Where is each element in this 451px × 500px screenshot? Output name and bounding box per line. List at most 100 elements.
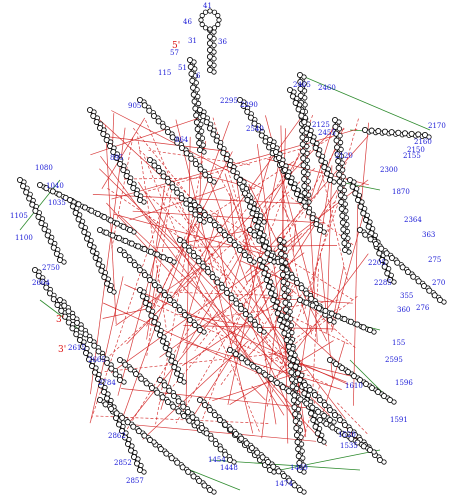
nucleotide-marker (292, 352, 298, 358)
nucleotide-marker (296, 366, 303, 372)
nucleotide-marker (351, 179, 357, 185)
nucleotide-marker (341, 181, 347, 187)
nucleotide-marker (231, 459, 237, 465)
tertiary-interaction-line (182, 228, 255, 244)
nucleotide-marker (285, 288, 291, 294)
nucleotide-marker (297, 427, 303, 433)
nucleotide-marker (202, 9, 209, 15)
nucleotide-marker (297, 420, 303, 426)
nucleotide-marker (303, 136, 310, 143)
tertiary-interaction-line (147, 300, 333, 387)
nucleotide-marker (386, 266, 392, 272)
nucleotide-marker (192, 66, 198, 72)
nucleotide-marker (367, 219, 373, 225)
position-label: 276 (416, 304, 430, 312)
nucleotide-marker (211, 489, 217, 495)
nucleotide-marker (211, 69, 217, 75)
position-label: 2750 (42, 264, 60, 272)
tertiary-interaction-line (121, 388, 313, 409)
position-label: 2125 (312, 121, 330, 129)
nucleotide-marker (319, 432, 325, 438)
position-label: 1080 (35, 164, 53, 172)
helix-stem-6 (349, 179, 391, 281)
nucleotide-marker (426, 134, 432, 140)
nucleotide-marker (211, 42, 217, 48)
tertiary-interaction-line (187, 248, 230, 279)
nucleotide-marker (298, 434, 304, 440)
position-label: 360 (397, 306, 410, 314)
position-label: 1100 (15, 234, 33, 242)
nucleotide-marker (199, 12, 205, 19)
tertiary-interaction-line (229, 340, 334, 405)
tertiary-interaction-line (115, 265, 204, 326)
nucleotide-marker (296, 413, 302, 419)
nucleotide-marker (241, 179, 247, 185)
position-label: 275 (428, 256, 441, 264)
nucleotide-marker (344, 222, 350, 228)
nucleotide-marker (346, 249, 352, 255)
nucleotide-marker (345, 242, 352, 248)
nucleotide-marker (284, 281, 291, 287)
nucleotide-marker (261, 329, 267, 335)
tertiary-interaction-line (312, 268, 319, 392)
tertiary-interaction-line (159, 252, 305, 358)
position-label: 2595 (385, 356, 403, 364)
tertiary-interaction-line (185, 136, 191, 411)
tertiary-interaction-line (108, 136, 229, 152)
position-label: 895 (110, 154, 123, 162)
tertiary-interaction-line (160, 185, 264, 325)
nucleotide-marker (193, 80, 199, 86)
tertiary-interaction-line (101, 117, 145, 189)
position-label: 2664 (32, 279, 50, 287)
tertiary-interaction-line (120, 120, 230, 423)
tertiary-interaction-line (331, 214, 364, 333)
nucleotide-marker (391, 399, 397, 405)
position-label: 2862 (108, 432, 126, 440)
position-label: 1105 (10, 212, 28, 220)
nucleotide-marker (287, 309, 293, 315)
position-label: 115 (158, 69, 171, 77)
tertiary-interaction-line (337, 402, 369, 435)
position-label: 864 (175, 136, 189, 144)
nucleotide-marker (201, 219, 207, 225)
nucleotide-marker (339, 160, 345, 166)
tertiary-interaction-line (110, 255, 275, 374)
nucleotide-marker (338, 153, 345, 159)
nucleotide-marker (304, 143, 310, 149)
nucleotide-marker (302, 95, 308, 101)
nucleotide-marker (364, 212, 370, 218)
nucleotide-marker (362, 206, 368, 212)
nucleotide-marker (301, 74, 307, 80)
tertiary-interaction-line (360, 122, 369, 209)
strand-end-label: 3' (58, 345, 66, 355)
tertiary-interaction-line (207, 175, 248, 284)
nucleotide-marker (279, 312, 285, 318)
nucleotide-marker (198, 17, 204, 23)
position-label: 51 (178, 64, 187, 72)
nucleotide-marker (304, 150, 310, 156)
nucleotide-marker (195, 94, 201, 100)
nucleotide-marker (263, 239, 270, 245)
nucleotide-marker (301, 88, 308, 94)
nucleotide-marker (200, 142, 206, 148)
nucleotide-marker (305, 171, 311, 177)
tertiary-interaction-line (202, 113, 314, 419)
position-label: 2155 (403, 152, 421, 160)
position-label: 155 (392, 339, 405, 347)
tertiary-interaction-line (227, 150, 282, 405)
tertiary-interaction-line (132, 424, 317, 442)
tertiary-interaction-line (146, 190, 172, 356)
nucleotide-marker (111, 289, 117, 295)
tertiary-interaction-line (145, 192, 216, 258)
tertiary-interaction-line (133, 127, 224, 239)
nucleotide-marker (151, 439, 157, 445)
nucleotide-marker (281, 239, 287, 245)
nucleotide-marker (268, 252, 275, 258)
nucleotide-marker (299, 448, 305, 454)
tertiary-interaction-line (218, 241, 242, 366)
nucleotide-marker (196, 100, 202, 107)
nucleotide-marker (331, 179, 337, 185)
tertiary-interaction-line (90, 276, 124, 421)
nucleotide-marker (261, 232, 267, 238)
nucleotide-marker (201, 329, 207, 335)
